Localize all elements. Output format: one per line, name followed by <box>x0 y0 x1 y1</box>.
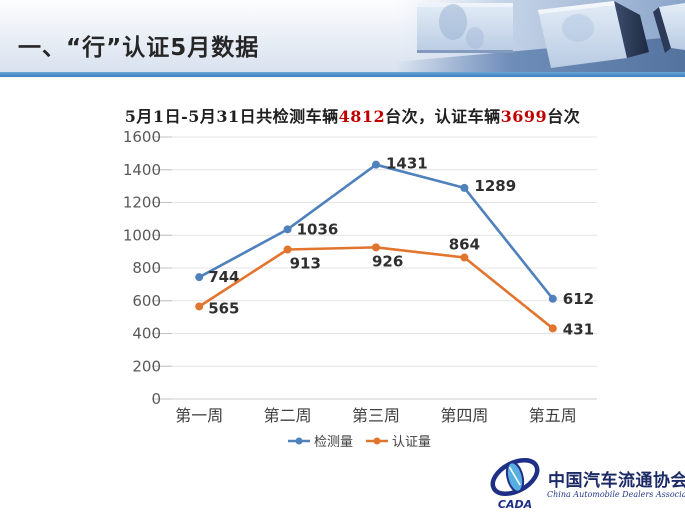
data-point <box>460 183 469 192</box>
legend-marker-dot <box>295 437 303 445</box>
slide-header: 一、“行”认证5月数据 <box>0 0 685 77</box>
y-axis-label: 1600 <box>123 130 161 146</box>
data-label: 926 <box>372 252 403 270</box>
data-label: 1036 <box>297 220 339 238</box>
org-name-en: China Automobile Dealers Association <box>547 490 685 499</box>
line-chart: 0 200 400 600 800 1000 1200 1400 1600 第一周 第二周 第三周 第四… <box>123 130 597 450</box>
footer-logo: CADA 中国汽车流通协会 China Automobile Dealers A… <box>486 456 685 512</box>
title-highlight-number: 4812 <box>338 107 386 126</box>
y-axis-label: 1400 <box>123 161 161 179</box>
y-axis-label: 600 <box>132 292 161 310</box>
y-axis-label: 200 <box>132 357 161 375</box>
chart-title: 5月1日-5月31日共检测车辆4812台次，认证车辆3699台次 <box>80 103 625 127</box>
y-axis-label: 1000 <box>123 226 161 244</box>
data-label: 1431 <box>386 155 428 173</box>
header-divider <box>0 72 685 77</box>
y-axis-label: 0 <box>151 390 161 408</box>
x-axis-label: 第三周 <box>352 406 400 425</box>
org-name-cn: 中国汽车流通协会 <box>548 471 685 491</box>
title-text: 台次 <box>547 107 581 126</box>
legend-item-label: 认证量 <box>392 435 431 450</box>
data-label: 431 <box>563 320 594 338</box>
x-axis-label: 第五周 <box>529 406 577 425</box>
data-label: 612 <box>563 290 594 308</box>
title-highlight-number: 3699 <box>500 107 548 126</box>
legend-item-label: 检测量 <box>314 435 353 450</box>
data-point <box>372 243 380 252</box>
cada-acronym: CADA <box>498 498 532 511</box>
data-point <box>548 294 557 303</box>
data-point <box>283 225 292 234</box>
data-point <box>548 324 557 333</box>
data-point <box>195 302 204 311</box>
data-point <box>460 253 469 262</box>
header-cubes-image <box>395 0 685 72</box>
data-point <box>195 273 204 282</box>
title-text: 5月1日-5月31日共检测车辆 <box>124 107 339 126</box>
legend-marker-dot <box>373 437 381 445</box>
data-label: 1289 <box>474 177 516 195</box>
page-title: 一、“行”认证5月数据 <box>18 35 260 61</box>
data-label: 744 <box>208 268 239 286</box>
y-axis-label: 1200 <box>123 194 161 212</box>
title-text: 台次，认证车辆 <box>385 107 501 126</box>
data-point <box>283 245 292 254</box>
cada-emblem-icon: CADA <box>490 458 540 511</box>
data-point <box>372 160 380 169</box>
x-axis-label: 第二周 <box>264 406 312 425</box>
x-axis-label: 第一周 <box>175 406 223 425</box>
y-axis-label: 400 <box>132 325 161 343</box>
data-label: 913 <box>290 254 321 272</box>
data-label: 565 <box>208 299 239 317</box>
y-axis-label: 800 <box>132 259 161 277</box>
data-label: 864 <box>449 236 480 254</box>
x-axis-label: 第四周 <box>440 406 488 425</box>
